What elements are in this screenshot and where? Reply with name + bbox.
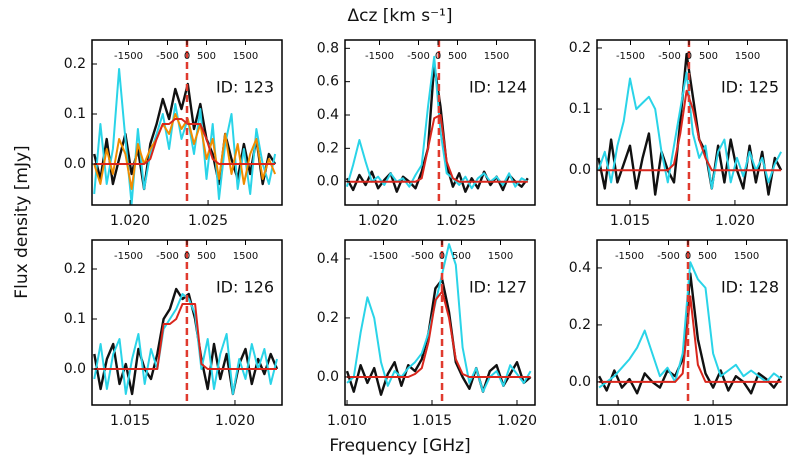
top-tick-label: 1500	[233, 51, 258, 62]
top-tick-label: 500	[197, 251, 216, 262]
spectrum-line	[346, 243, 532, 393]
panel-id: ID: 126	[216, 278, 274, 297]
top-tick-label: 1500	[484, 51, 509, 62]
top-tick-label: -1500	[365, 51, 394, 62]
top-tick-label: 0	[439, 251, 445, 262]
top-tick-label: 1500	[734, 251, 759, 262]
x-tick-label: 1.010	[598, 413, 638, 429]
panel: 1.010 1.015 0.0 0.2 0.4 -1500 -500 0 500 1500 ID: …	[569, 239, 788, 429]
panel-id: ID: 125	[721, 78, 779, 97]
y-tick-label: 0.6	[317, 74, 339, 90]
top-tick-label: -500	[658, 51, 681, 62]
y-tick-label: 0.2	[569, 317, 591, 333]
top-tick-label: 0	[435, 51, 441, 62]
x-tick-label: 1.025	[188, 213, 228, 229]
top-tick-label: 500	[452, 251, 471, 262]
y-tick-label: 0.4	[317, 251, 339, 267]
panel-id: ID: 123	[216, 78, 274, 97]
top-tick-label: 500	[699, 51, 718, 62]
x-tick-label: 1.020	[110, 213, 150, 229]
top-tick-label: 0	[184, 251, 190, 262]
top-tick-label: -500	[156, 251, 179, 262]
top-tick-label: -500	[156, 51, 179, 62]
top-tick-label: 500	[698, 251, 717, 262]
spectrum-line	[94, 303, 277, 370]
y-tick-label: 0.0	[569, 162, 591, 178]
panel: 1.020 1.025 0.0 0.2 0.4 0.6 0.8 -1500 -500 0 500 15…	[317, 39, 536, 229]
y-tick-label: 0.1	[64, 311, 86, 327]
panel: 1.020 1.025 0.0 0.1 0.2 -1500 -500 0 500 1500 ID: …	[64, 39, 283, 229]
top-tick-label: -1500	[114, 51, 143, 62]
top-tick-label: 1500	[735, 51, 760, 62]
y-tick-label: 0.1	[569, 101, 591, 117]
panel: 1.015 1.020 0.0 0.1 0.2 -1500 -500 0 500 1500 ID: …	[569, 39, 788, 229]
panel-id: ID: 127	[469, 278, 527, 297]
y-tick-label: 0.8	[317, 40, 339, 56]
y-tick-label: 0.0	[569, 374, 591, 390]
x-tick-label: 1.015	[610, 213, 650, 229]
x-tick-label: 1.020	[215, 413, 255, 429]
frame	[596, 239, 788, 406]
top-tick-label: 1500	[488, 251, 513, 262]
top-axis-title: Δcz [km s⁻¹]	[347, 6, 452, 26]
panel-id: ID: 124	[469, 78, 527, 97]
x-axis-title: Frequency [GHz]	[329, 436, 470, 456]
frame	[344, 239, 536, 406]
top-tick-label: 0	[184, 51, 190, 62]
top-tick-label: -500	[411, 251, 434, 262]
top-tick-label: 0	[685, 251, 691, 262]
x-tick-label: 1.020	[497, 413, 537, 429]
y-tick-label: 0.2	[64, 261, 86, 277]
spectrum-line	[346, 114, 528, 183]
top-tick-label: -1500	[616, 51, 645, 62]
top-tick-label: 0	[686, 51, 692, 62]
top-tick-label: 1500	[233, 251, 258, 262]
y-tick-label: 0.1	[64, 106, 86, 122]
y-tick-label: 0.0	[64, 156, 86, 172]
x-tick-label: 1.025	[436, 213, 476, 229]
spectrum-line	[93, 68, 277, 205]
top-tick-label: -1500	[615, 251, 644, 262]
x-tick-label: 1.015	[412, 413, 452, 429]
top-tick-label: -500	[407, 51, 430, 62]
x-tick-label: 1.010	[327, 413, 367, 429]
frame	[596, 39, 788, 206]
y-tick-label: 0.2	[317, 310, 339, 326]
y-tick-label: 0.0	[64, 361, 86, 377]
spectrum-line	[93, 113, 277, 190]
x-tick-label: 1.020	[715, 213, 755, 229]
panel: 1.015 1.020 0.0 0.1 0.2 -1500 -500 0 500 1500 ID: …	[64, 239, 283, 429]
top-tick-label: 500	[197, 51, 216, 62]
panel-id: ID: 128	[721, 278, 779, 297]
y-tick-label: 0.4	[569, 260, 591, 276]
spectrum-line	[345, 55, 529, 190]
y-tick-label: 0.0	[317, 369, 339, 385]
x-tick-label: 1.015	[110, 413, 150, 429]
y-tick-label: 0.2	[64, 56, 86, 72]
y-tick-label: 0.0	[317, 174, 339, 190]
y-tick-label: 0.4	[317, 107, 339, 123]
top-tick-label: -500	[657, 251, 680, 262]
x-tick-label: 1.015	[693, 413, 733, 429]
spectrum-line	[94, 118, 276, 165]
frame	[344, 39, 536, 206]
y-tick-label: 0.2	[317, 140, 339, 156]
top-tick-label: -1500	[369, 251, 398, 262]
top-tick-label: 500	[448, 51, 467, 62]
x-tick-label: 1.020	[358, 213, 398, 229]
y-tick-label: 0.2	[569, 40, 591, 56]
y-axis-title: Flux density [mJy]	[12, 145, 32, 298]
spectrum-line	[598, 261, 783, 389]
panel: 1.010 1.015 1.020 0.0 0.2 0.4 -1500 -500 0 500 150…	[317, 239, 537, 429]
top-tick-label: -1500	[114, 251, 143, 262]
spectrum-line	[599, 295, 782, 383]
spectrum-line	[347, 290, 531, 378]
